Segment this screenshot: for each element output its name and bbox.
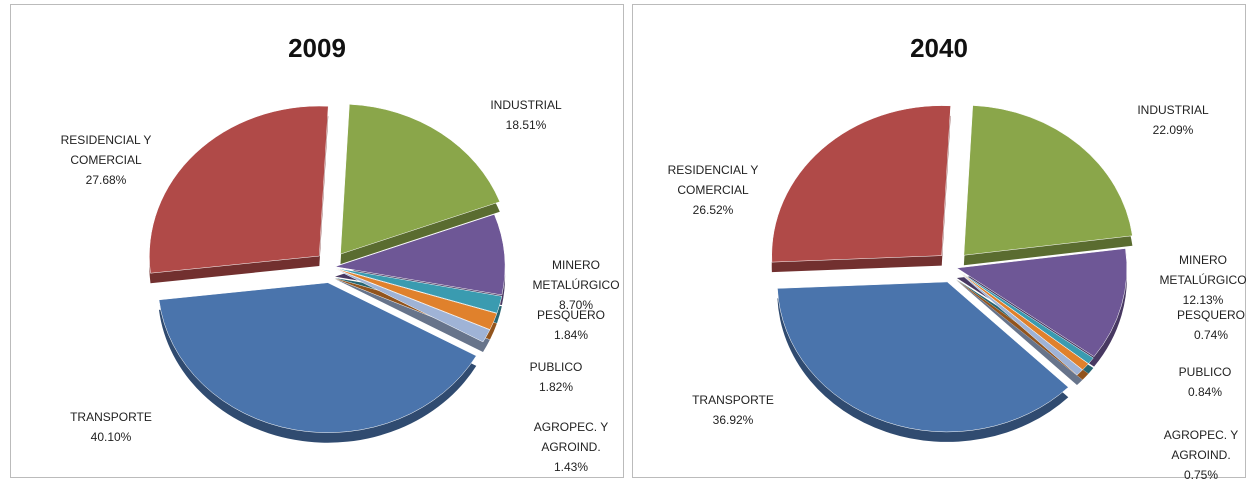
slice <box>771 105 951 263</box>
value-label: 8.70% <box>558 298 594 312</box>
slice-label: RESIDENCIAL Y COMERCIAL 26.52% <box>653 160 773 220</box>
category-label: PUBLICO <box>529 360 583 374</box>
slice <box>334 268 491 343</box>
slice <box>158 282 477 433</box>
slice-label: PUBLICO 0.84% <box>1145 362 1254 402</box>
slice-side <box>955 279 1083 386</box>
value-label: 22.09% <box>1152 123 1194 137</box>
slice <box>334 268 498 330</box>
slice-label: RESIDENCIAL Y COMERCIAL 27.68% <box>46 130 166 190</box>
slice <box>777 281 1069 433</box>
slice-label: INDUSTRIAL 22.09% <box>1113 100 1233 140</box>
slice <box>334 267 503 314</box>
chart-title: 2009 <box>288 33 346 63</box>
value-label: 12.13% <box>1182 293 1224 307</box>
category-label: INDUSTRIAL <box>490 98 562 112</box>
category-label: MINERO METALÚRGICO <box>532 258 620 292</box>
slice <box>149 105 329 274</box>
value-label: 18.51% <box>505 118 547 132</box>
value-label: 1.43% <box>553 460 589 474</box>
slice-label: PESQUERO 1.84% <box>511 305 631 345</box>
value-label: 26.52% <box>692 203 734 217</box>
value-label: 0.75% <box>1183 468 1219 482</box>
category-label: PESQUERO <box>536 308 605 322</box>
category-label: RESIDENCIAL Y COMERCIAL <box>60 133 152 167</box>
category-label: PESQUERO <box>1176 308 1245 322</box>
value-label: 40.10% <box>90 430 132 444</box>
slice-label: PUBLICO 1.82% <box>496 357 616 397</box>
chart-panel: 2040 INDUSTRIAL 22.09% MINERO METALÚRGICO 12… <box>632 4 1247 482</box>
slice-side <box>334 278 490 352</box>
value-label: 36.92% <box>712 413 754 427</box>
slice-label: PESQUERO 0.74% <box>1151 305 1254 345</box>
value-label: 1.82% <box>538 380 574 394</box>
slice-label: AGROPEC. Y AGROIND. 0.75% <box>1141 425 1254 485</box>
slice-label: TRANSPORTE 36.92% <box>673 390 793 430</box>
pie-chart <box>771 105 1133 442</box>
category-label: AGROPEC. Y AGROIND. <box>533 420 609 454</box>
slice-label: MINERO METALÚRGICO 12.13% <box>1143 250 1254 310</box>
slice <box>334 214 506 296</box>
value-label: 0.74% <box>1193 328 1229 342</box>
value-label: 1.84% <box>553 328 589 342</box>
slice <box>955 269 1083 376</box>
slice-label: AGROPEC. Y AGROIND. 1.43% <box>511 417 631 477</box>
category-label: TRANSPORTE <box>692 393 774 407</box>
chart-title: 2040 <box>910 33 968 63</box>
slice-label: MINERO METALÚRGICO 8.70% <box>516 255 636 315</box>
category-label: INDUSTRIAL <box>1137 103 1209 117</box>
pie-chart <box>149 104 506 443</box>
value-label: 27.68% <box>85 173 127 187</box>
slice <box>956 248 1128 357</box>
category-label: AGROPEC. Y AGROIND. <box>1163 428 1239 462</box>
category-label: MINERO METALÚRGICO <box>1159 253 1247 287</box>
slice-label: TRANSPORTE 40.10% <box>51 407 171 447</box>
category-label: PUBLICO <box>1178 365 1232 379</box>
chart-panel: 2009 INDUSTRIAL 18.51% MINERO METALÚRGICO 8.… <box>10 4 624 478</box>
category-label: TRANSPORTE <box>70 410 152 424</box>
slice <box>340 104 501 255</box>
slice <box>963 105 1133 256</box>
category-label: RESIDENCIAL Y COMERCIAL <box>667 163 759 197</box>
value-label: 0.84% <box>1187 385 1223 399</box>
slice-label: INDUSTRIAL 18.51% <box>466 95 586 135</box>
